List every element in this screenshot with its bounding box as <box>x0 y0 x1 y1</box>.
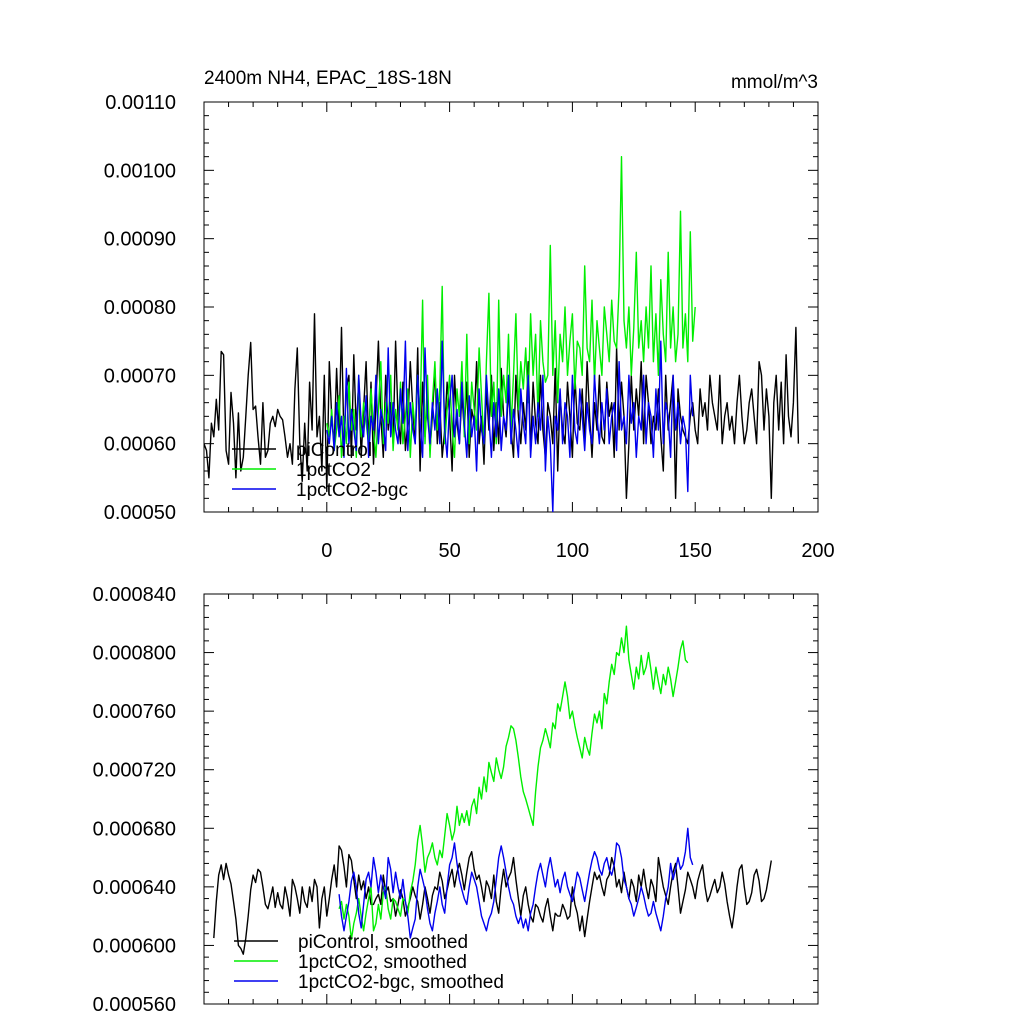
series-line-1pctco2-smoothed <box>338 625 689 941</box>
y-tick-label: 0.00110 <box>105 92 176 114</box>
panel-top-units: mmol/m^3 <box>731 72 818 93</box>
x-tick-label: 0 <box>321 540 332 562</box>
series-line-1pctco2-bgc-smoothed <box>338 827 694 939</box>
panel-top-y-tick-labels: 0.00050 0.00060 0.00070 0.00080 0.00090 0.001… <box>104 92 176 524</box>
panel-top-ticks <box>204 101 819 513</box>
panel-top-series <box>204 155 800 512</box>
y-tick-label: 0.000560 <box>93 994 176 1016</box>
y-tick-label: 0.000680 <box>93 818 176 840</box>
x-tick-label: 100 <box>556 540 589 562</box>
y-tick-label: 0.00060 <box>104 434 176 456</box>
panel-top: 2400m NH4, EPAC_18S-18N mmol/m^3 0.00050… <box>104 68 835 562</box>
y-tick-label: 0.000600 <box>93 935 176 957</box>
y-tick-label: 0.00080 <box>104 297 176 319</box>
x-tick-label: 150 <box>679 540 712 562</box>
series-line-1pctco2-bgc <box>326 340 694 512</box>
x-tick-label: 50 <box>438 540 460 562</box>
legend-label: 1pctCO2 <box>296 460 371 481</box>
panel-bottom-y-tick-labels: 0.000560 0.000600 0.000640 0.000680 0.000720… <box>93 584 176 1016</box>
panel-top-x-tick-labels: 0 50 100 150 200 <box>321 540 834 562</box>
y-tick-label: 0.000840 <box>93 584 176 606</box>
y-tick-label: 0.000800 <box>93 643 176 665</box>
panel-bottom: 0.000560 0.000600 0.000640 0.000680 0.000720… <box>93 584 819 1016</box>
series-line-picontrol <box>204 313 800 499</box>
legend-label: 1pctCO2-bgc <box>296 480 408 501</box>
panel-bottom-ticks <box>204 593 819 1005</box>
y-tick-label: 0.00100 <box>104 160 176 182</box>
panel-bottom-series <box>213 625 772 955</box>
y-tick-label: 0.00050 <box>104 502 176 524</box>
y-tick-label: 0.000640 <box>93 877 176 899</box>
y-tick-label: 0.00090 <box>104 229 176 251</box>
series-line-picontrol-smoothed <box>213 845 772 955</box>
y-tick-label: 0.000720 <box>93 760 176 782</box>
x-tick-label: 200 <box>801 540 834 562</box>
panel-bottom-frame <box>203 593 819 1005</box>
y-tick-label: 0.000760 <box>93 701 176 723</box>
legend-label: 1pctCO2-bgc, smoothed <box>298 972 504 993</box>
legend-label: 1pctCO2, smoothed <box>298 952 467 973</box>
legend-label: piControl, smoothed <box>298 932 468 953</box>
y-tick-label: 0.00070 <box>104 365 176 387</box>
legend-label: piControl <box>296 440 372 461</box>
panel-top-title: 2400m NH4, EPAC_18S-18N <box>204 68 452 89</box>
